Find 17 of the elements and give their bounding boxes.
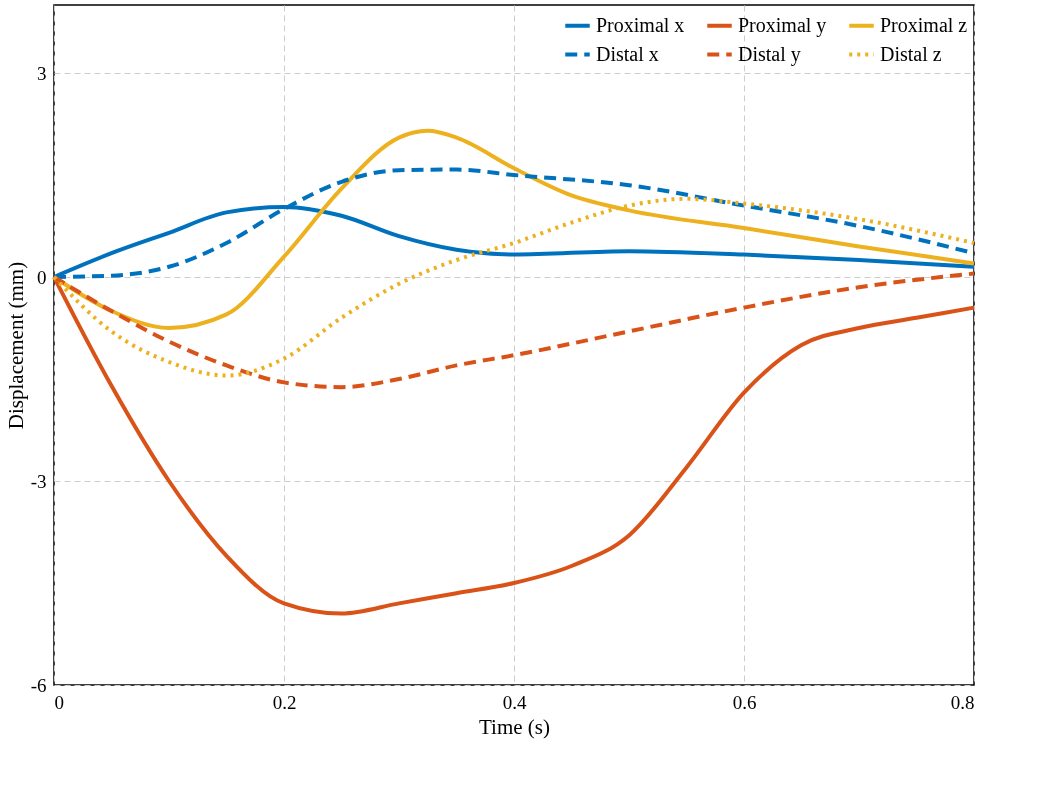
x-tick-label: 0.4 xyxy=(502,691,527,713)
y-tick-label: 0 xyxy=(37,266,47,288)
legend-label: Distal x xyxy=(596,42,659,65)
x-tick-label: 0 xyxy=(54,691,64,713)
x-tick-label: 0.8 xyxy=(950,691,975,713)
x-tick-label: 0.6 xyxy=(732,691,757,713)
x-tick-label: 0.2 xyxy=(272,691,297,713)
y-tick-label: -6 xyxy=(30,674,47,696)
legend-label: Proximal x xyxy=(596,13,685,36)
y-tick-label: -3 xyxy=(30,470,47,492)
legend-label: Distal y xyxy=(738,42,801,66)
y-axis-title: Displacement (mm) xyxy=(3,261,28,430)
y-tick-label: 3 xyxy=(37,62,47,84)
legend-label: Proximal z xyxy=(880,13,968,36)
x-axis-title: Time (s) xyxy=(479,714,550,739)
legend-label: Proximal y xyxy=(738,13,827,37)
legend-label: Distal z xyxy=(880,42,942,65)
